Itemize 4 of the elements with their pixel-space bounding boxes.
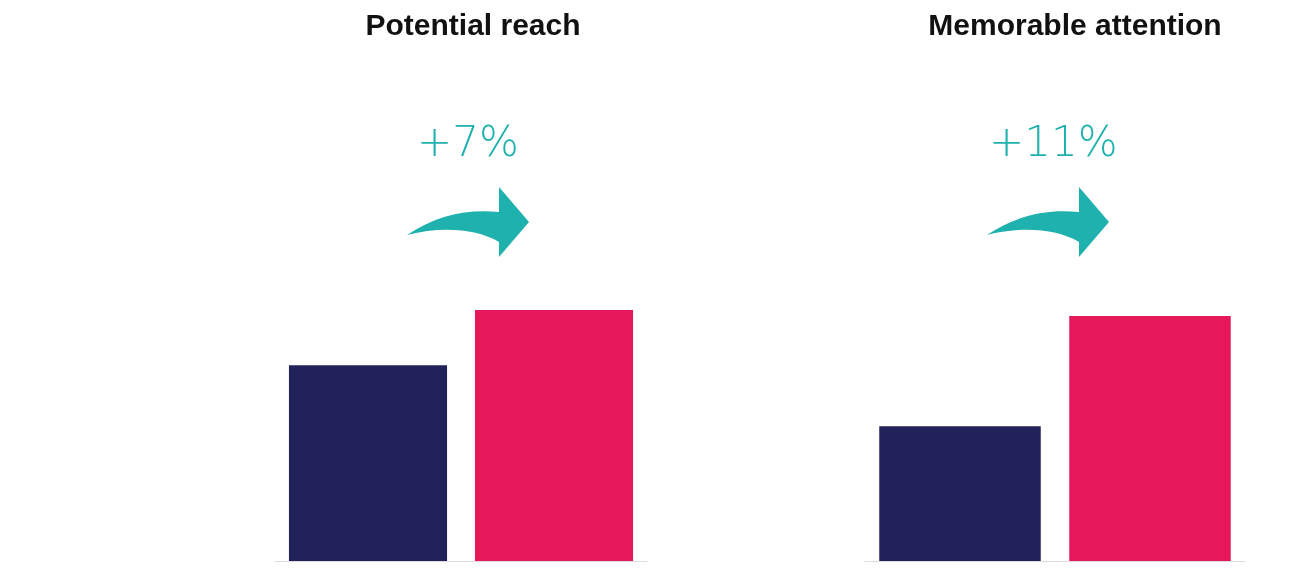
text: +11% bbox=[989, 116, 1118, 166]
chart-title: Potential reach bbox=[365, 7, 581, 41]
text: +7% bbox=[417, 116, 519, 166]
chart-title: Memorable attention bbox=[928, 7, 1222, 41]
